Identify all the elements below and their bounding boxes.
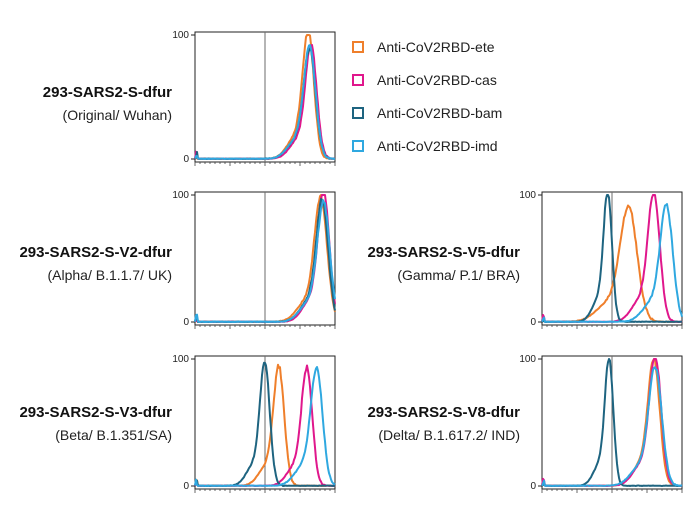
legend-swatch <box>352 73 364 86</box>
y-tick-label: 100 <box>172 354 189 365</box>
y-tick-label: 100 <box>519 190 536 201</box>
legend-label: Anti-CoV2RBD-cas <box>377 71 497 88</box>
series-line <box>194 44 336 160</box>
legend-label: Anti-CoV2RBD-bam <box>377 104 503 121</box>
y-tick-label: 100 <box>172 190 189 201</box>
series-line <box>194 366 336 487</box>
panel-title: 293-SARS2-S-V3-dfur <box>19 404 172 421</box>
panel-title: 293-SARS2-S-V8-dfur <box>367 404 520 421</box>
legend-label: Anti-CoV2RBD-imd <box>377 137 498 154</box>
panel-title: 293-SARS2-S-V5-dfur <box>367 244 520 261</box>
series-line <box>541 366 683 487</box>
legend-item: Anti-CoV2RBD-cas <box>352 63 502 96</box>
y-tick-label: 0 <box>530 481 536 492</box>
legend-label: Anti-CoV2RBD-ete <box>377 38 495 55</box>
legend-item: Anti-CoV2RBD-imd <box>352 129 502 162</box>
panel-title: 293-SARS2-S-V2-dfur <box>19 244 172 261</box>
histogram-panel-gamma: 100 0 <box>519 190 683 329</box>
legend-swatch <box>352 40 364 53</box>
panel-subtitle: (Beta/ B.1.351/SA) <box>55 427 172 443</box>
legend-item: Anti-CoV2RBD-bam <box>352 96 502 129</box>
legend: Anti-CoV2RBD-ete Anti-CoV2RBD-cas Anti-C… <box>352 30 502 162</box>
y-tick-label: 0 <box>183 154 189 165</box>
panel-subtitle: (Gamma/ P.1/ BRA) <box>397 267 520 283</box>
legend-item: Anti-CoV2RBD-ete <box>352 30 502 63</box>
panel-subtitle: (Original/ Wuhan) <box>62 107 172 123</box>
y-tick-label: 100 <box>172 30 189 41</box>
histogram-panel-wuhan: 100 0 <box>172 30 336 166</box>
panel-label-wuhan: 293-SARS2-S-dfur (Original/ Wuhan) <box>43 82 172 126</box>
panel-subtitle: (Delta/ B.1.617.2/ IND) <box>378 427 520 443</box>
panel-label-alpha: 293-SARS2-S-V2-dfur (Alpha/ B.1.1.7/ UK) <box>19 242 172 286</box>
y-tick-label: 100 <box>519 354 536 365</box>
panel-subtitle: (Alpha/ B.1.1.7/ UK) <box>47 267 172 283</box>
panel-label-delta: 293-SARS2-S-V8-dfur (Delta/ B.1.617.2/ I… <box>367 402 520 446</box>
series-line <box>541 203 683 323</box>
histogram-panel-delta: 100 0 <box>519 354 683 493</box>
histogram-panel-beta: 100 0 <box>172 354 336 493</box>
series-line <box>194 199 336 323</box>
y-tick-label: 0 <box>183 317 189 328</box>
histogram-panel-alpha: 100 0 <box>172 190 336 329</box>
legend-swatch <box>352 106 364 119</box>
y-tick-label: 0 <box>183 481 189 492</box>
y-tick-label: 0 <box>530 317 536 328</box>
panel-label-beta: 293-SARS2-S-V3-dfur (Beta/ B.1.351/SA) <box>19 402 172 446</box>
panel-title: 293-SARS2-S-dfur <box>42 84 172 101</box>
legend-swatch <box>352 139 364 152</box>
panel-label-gamma: 293-SARS2-S-V5-dfur (Gamma/ P.1/ BRA) <box>367 242 520 286</box>
